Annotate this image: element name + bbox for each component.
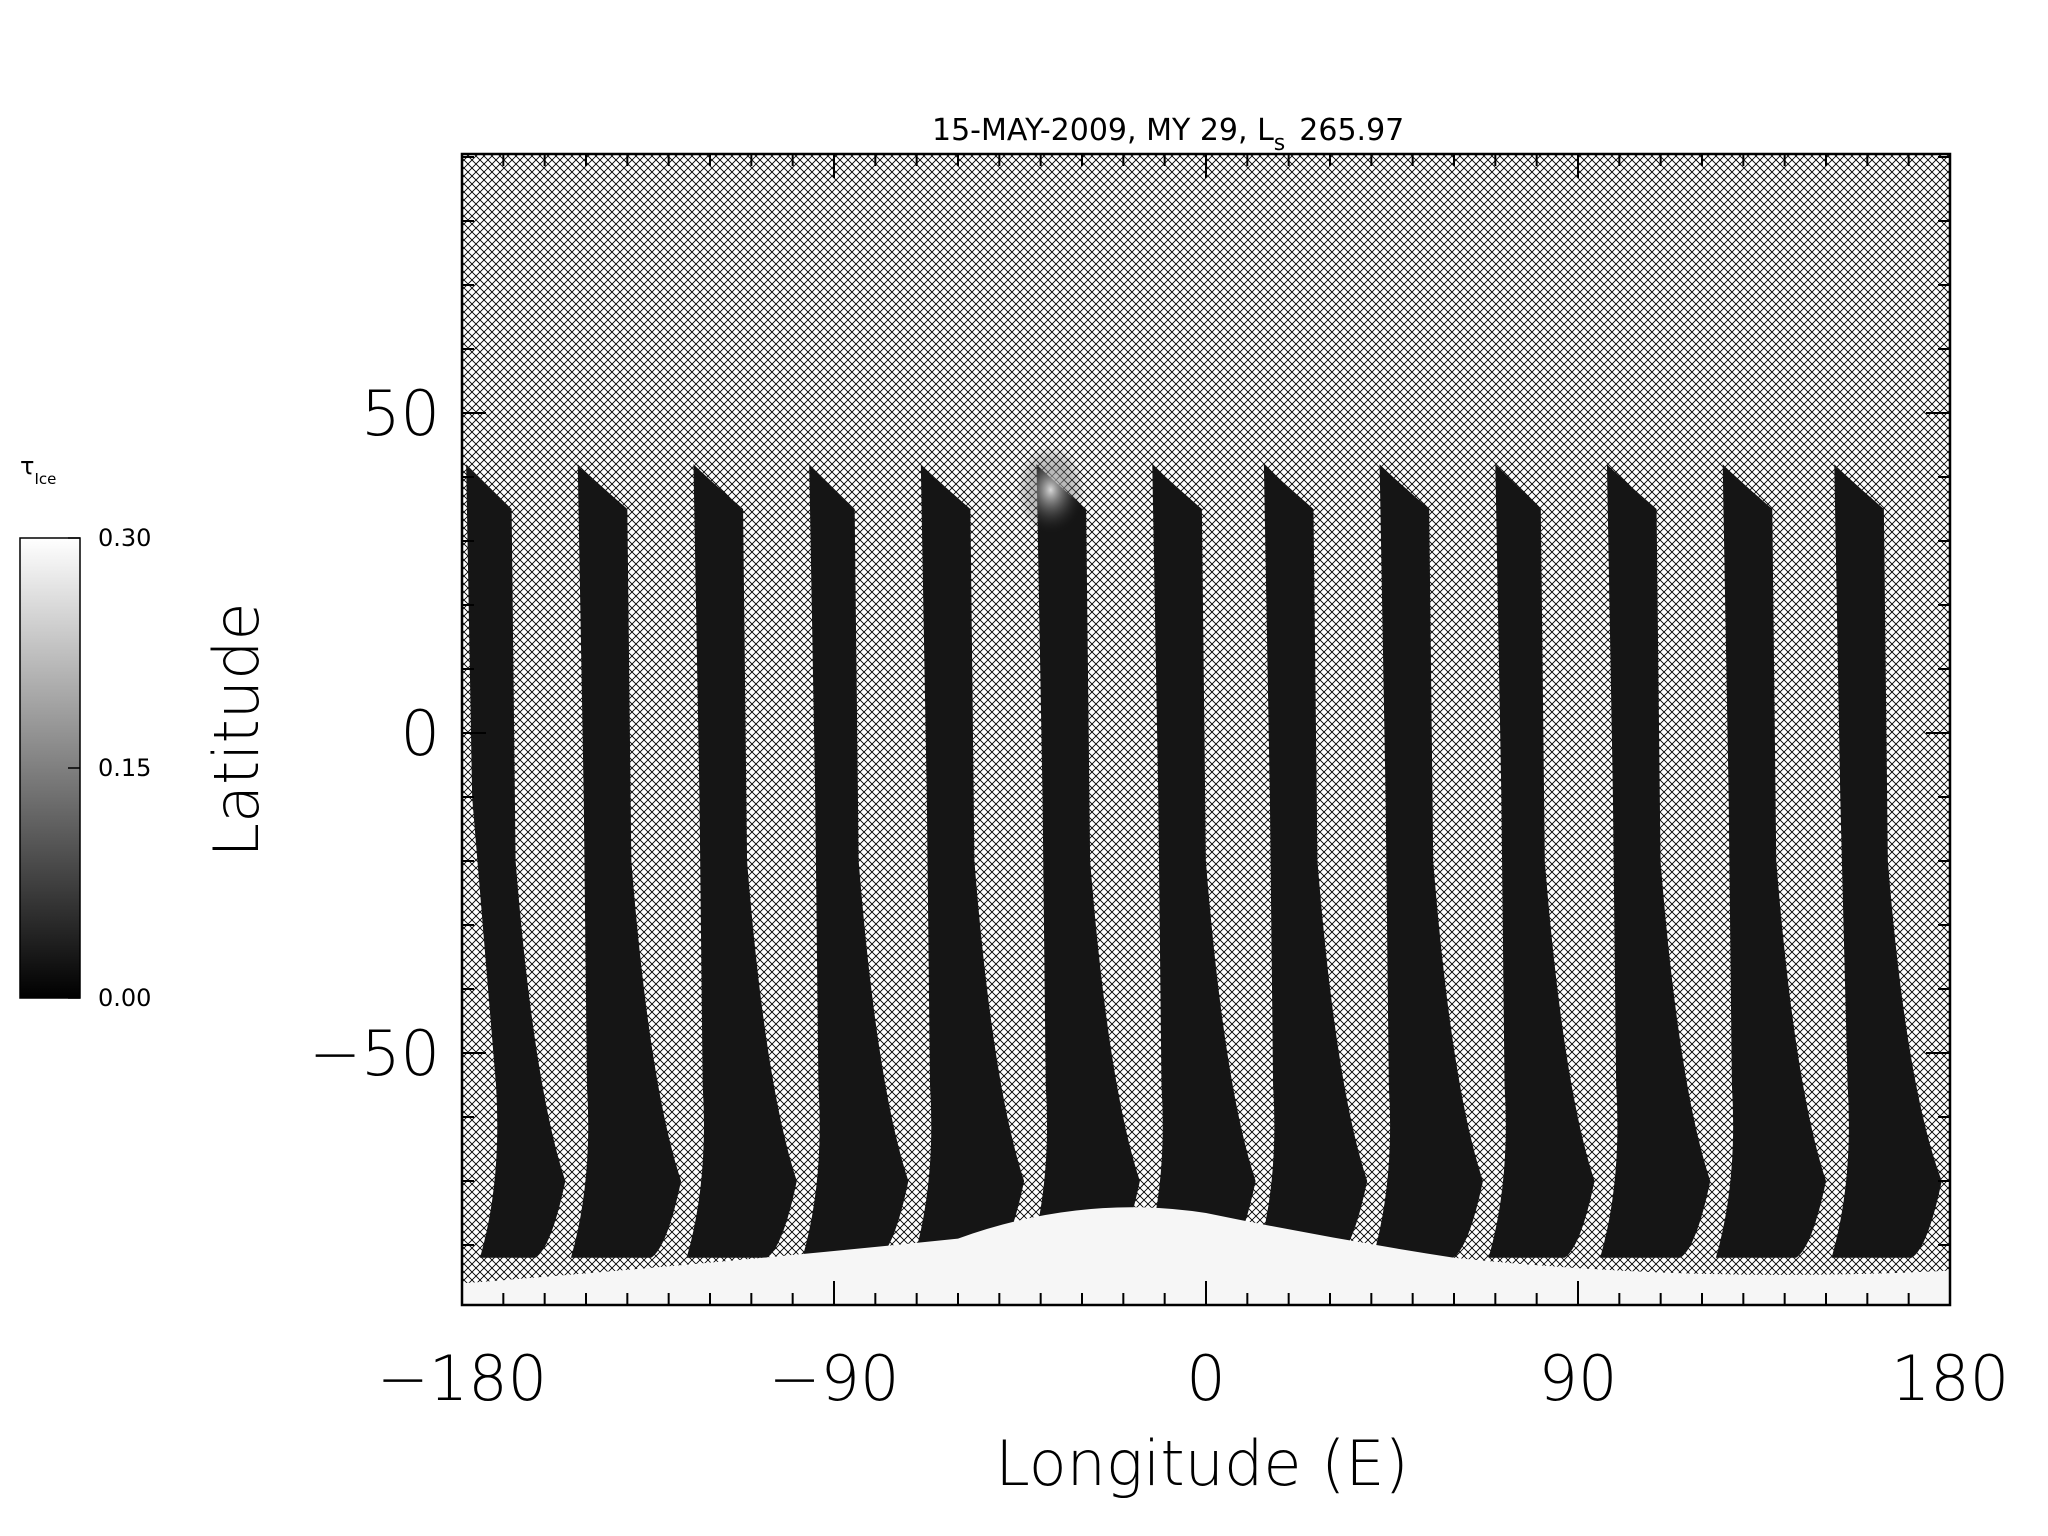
swath-12 [1715, 464, 1826, 1258]
swath-4 [802, 464, 909, 1258]
colorbar-ticks: 0.00 0.15 0.30 [68, 524, 151, 1012]
x-tick-label: 180 [1891, 1342, 2009, 1415]
y-tick-label: 0 [401, 697, 440, 770]
bright-ice-cloud-patch [1016, 445, 1085, 534]
swath-5 [914, 464, 1025, 1258]
y-tick-label: −50 [309, 1017, 440, 1090]
y-axis-tick-labels: −50 0 50 [309, 377, 440, 1090]
polar-cap-layer [462, 1207, 1950, 1305]
x-tick-label: −180 [377, 1342, 547, 1415]
swath-8 [1257, 464, 1368, 1258]
y-axis-label: Latitude [200, 602, 273, 857]
y-tick-label: 50 [361, 377, 440, 450]
swath-10 [1488, 464, 1595, 1258]
chart-title: 15-MAY-2009, MY 29, Ls 265.97 [932, 113, 1404, 156]
swath-2 [570, 464, 682, 1258]
y-axis-ticks [462, 156, 1950, 1246]
x-tick-label: 90 [1539, 1342, 1618, 1415]
colorbar-label: τIce [20, 452, 56, 488]
swath-7 [1145, 464, 1256, 1258]
colorbar-tick-label: 0.00 [98, 984, 151, 1012]
x-axis-ticks [461, 154, 1951, 1305]
swath-3 [686, 464, 797, 1258]
x-tick-label: −90 [769, 1342, 900, 1415]
swath-1 [466, 464, 566, 1258]
swath-layer [466, 445, 1942, 1258]
colorbar-tick-label: 0.30 [98, 524, 151, 552]
colorbar-label-subscript: Ice [34, 470, 56, 488]
x-axis-label: Longitude (E) [995, 1427, 1408, 1500]
swath-11 [1600, 464, 1711, 1258]
colorbar-tick-label: 0.15 [98, 754, 151, 782]
title-subscript: s [1274, 131, 1285, 156]
south-polar-cap [462, 1207, 1950, 1305]
x-axis-tick-labels: −180 −90 0 90 180 [377, 1342, 2009, 1415]
title-value: 265.97 [1299, 113, 1404, 148]
x-tick-label: 0 [1186, 1342, 1225, 1415]
swath-9 [1372, 464, 1483, 1258]
swath-6 [1029, 464, 1140, 1258]
swath-13 [1831, 464, 1942, 1258]
